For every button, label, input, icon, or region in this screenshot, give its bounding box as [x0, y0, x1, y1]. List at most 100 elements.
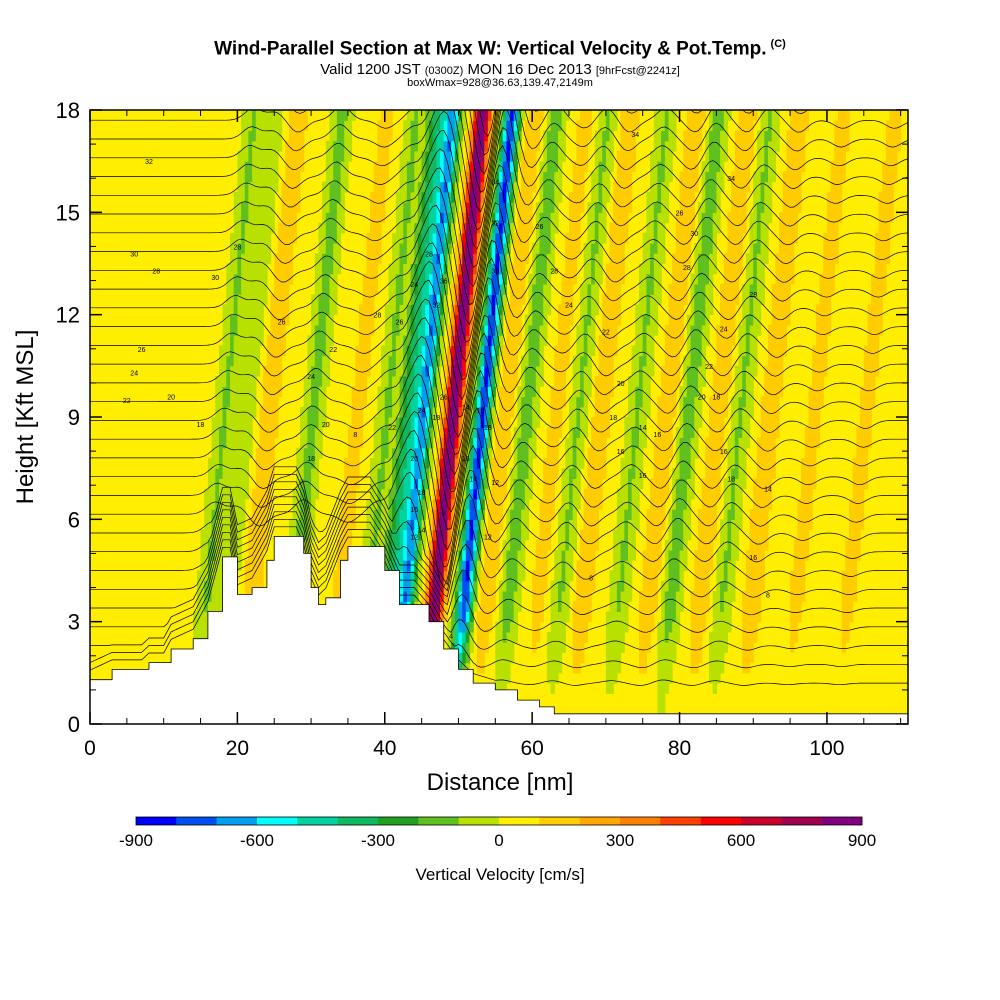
- field-cell: [476, 345, 482, 357]
- field-cell: [454, 355, 463, 367]
- field-cell: [410, 570, 415, 582]
- field-cell: [318, 314, 327, 326]
- field-cell: [469, 284, 474, 295]
- field-cell: [340, 171, 349, 183]
- field-cell: [860, 386, 876, 398]
- field-cell: [410, 488, 419, 500]
- field-cell: [524, 130, 541, 142]
- field-cell: [657, 417, 673, 428]
- field-cell: [425, 161, 430, 172]
- y-tick-label: 3: [68, 610, 80, 635]
- field-cell: [668, 560, 681, 572]
- colorbar-swatch: [418, 817, 459, 825]
- field-cell: [314, 427, 323, 438]
- field-cell: [204, 601, 209, 612]
- field-cell: [502, 570, 507, 582]
- field-cell: [731, 191, 747, 203]
- field-cell: [561, 591, 570, 602]
- field-cell: [289, 519, 297, 531]
- field-cell: [392, 509, 397, 520]
- field-cell: [749, 355, 758, 367]
- field-cell: [421, 304, 426, 316]
- field-cell: [598, 161, 607, 172]
- field-cell: [392, 232, 404, 244]
- terrain: [90, 536, 908, 724]
- field-cell: [432, 243, 437, 254]
- field-cell: [499, 396, 515, 408]
- field-cell: [546, 150, 559, 162]
- field-cell: [642, 314, 651, 326]
- field-cell: [458, 386, 463, 398]
- field-cell: [451, 386, 460, 398]
- field-cell: [546, 110, 552, 121]
- field-cell: [399, 580, 404, 592]
- field-cell: [764, 181, 773, 193]
- field-cell: [495, 672, 511, 684]
- field-cell: [487, 519, 504, 531]
- field-cell: [705, 437, 725, 449]
- field-cell: [834, 150, 846, 162]
- field-cell: [521, 529, 530, 541]
- field-cell: [469, 580, 474, 592]
- field-cell: [487, 437, 493, 449]
- field-cell: [388, 560, 397, 572]
- field-cell: [664, 324, 684, 336]
- field-cell: [325, 243, 334, 254]
- field-cell: [473, 601, 478, 612]
- field-cell: [871, 284, 887, 295]
- field-cell: [230, 376, 257, 387]
- field-cell: [885, 120, 902, 131]
- field-cell: [465, 243, 474, 254]
- field-cell: [395, 202, 404, 213]
- field-cell: [499, 212, 507, 224]
- field-cell: [325, 222, 338, 234]
- field-cell: [215, 376, 227, 387]
- field-cell: [668, 110, 677, 121]
- field-cell: [314, 273, 323, 285]
- field-cell: [454, 110, 460, 121]
- field-cell: [532, 406, 541, 418]
- field-cell: [753, 181, 762, 193]
- field-cell: [388, 376, 393, 387]
- theta-contour: [90, 503, 908, 633]
- field-cell: [465, 202, 471, 213]
- field-cell: [502, 539, 511, 551]
- colorbar-swatch: [297, 817, 338, 825]
- field-cell: [417, 396, 423, 408]
- field-cell: [241, 202, 250, 213]
- field-cell: [742, 386, 747, 398]
- field-cell: [237, 243, 246, 254]
- field-cell: [583, 376, 592, 387]
- contour-label: 14: [639, 425, 647, 432]
- field-cell: [491, 488, 507, 500]
- field-cell: [440, 417, 445, 428]
- field-cell: [524, 140, 541, 152]
- field-cell: [421, 365, 426, 377]
- field-cell: [760, 110, 769, 121]
- field-cell: [414, 110, 419, 121]
- field-cell: [340, 519, 356, 531]
- field-cell: [333, 263, 342, 275]
- field-cell: [222, 304, 235, 316]
- field-cell: [484, 314, 489, 326]
- field-cell: [465, 550, 474, 561]
- field-cell: [421, 457, 426, 469]
- field-cell: [487, 232, 493, 244]
- field-cell: [569, 212, 581, 224]
- field-cell: [786, 161, 806, 172]
- field-cell: [233, 345, 261, 357]
- field-cell: [495, 212, 500, 224]
- field-cell: [314, 355, 323, 367]
- field-cell: [458, 263, 463, 275]
- field-cell: [443, 478, 452, 490]
- field-cell: [230, 324, 238, 336]
- field-cell: [480, 365, 485, 377]
- field-cell: [594, 406, 611, 418]
- field-cell: [233, 222, 242, 234]
- contour-label: 4: [449, 633, 453, 640]
- field-cell: [465, 335, 471, 346]
- field-cell: [366, 519, 375, 531]
- field-cell: [451, 161, 456, 172]
- field-cell: [734, 509, 743, 520]
- field-cell: [624, 427, 633, 438]
